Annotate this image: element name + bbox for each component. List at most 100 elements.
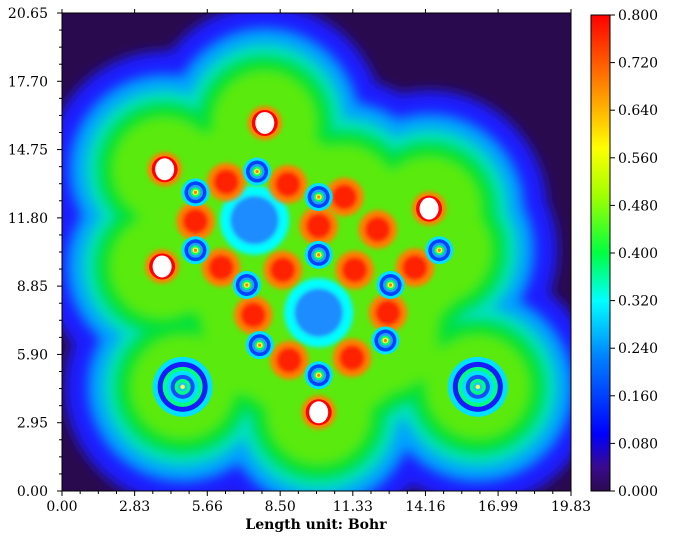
carbon-atom — [243, 157, 272, 186]
colorbar-tick-label: 0.000 — [618, 484, 658, 500]
heavy-atom — [447, 356, 508, 417]
heavy-shell — [475, 384, 481, 390]
x-tick-label: 16.99 — [478, 499, 518, 515]
hydrogen-atom — [301, 395, 336, 430]
bond-attractor — [269, 340, 309, 380]
bond-core — [275, 171, 301, 198]
bond-attractor — [263, 250, 302, 290]
bond-core — [276, 347, 302, 374]
bond-attractor — [335, 250, 374, 290]
ring-basin-blue — [294, 288, 344, 338]
x-tick-label: 19.83 — [551, 499, 591, 515]
bond-core — [331, 184, 358, 210]
carbon-shell — [317, 373, 321, 377]
colorbar-tick-label: 0.800 — [618, 8, 658, 24]
hydrogen-atom — [412, 191, 447, 226]
y-tick-label: 14.75 — [8, 143, 48, 159]
bond-core — [375, 299, 401, 326]
x-axis: 0.00 2.83 5.66 8.50 11.33 14.16 16.99 19.83 — [46, 9, 591, 515]
hydrogen-core — [255, 111, 275, 134]
y-tick-label: 2.95 — [17, 416, 48, 432]
y-axis: 0.00 2.95 5.90 8.85 11.80 14.75 17.70 20.65 — [8, 6, 62, 500]
x-axis-label: Length unit: Bohr — [245, 517, 387, 533]
bond-core — [305, 213, 332, 239]
bond-core — [339, 345, 365, 371]
colorbar-tick-label: 0.160 — [618, 389, 658, 405]
bond-attractor — [207, 162, 246, 202]
heatmap-plot-area — [61, 12, 572, 492]
bond-core — [364, 216, 391, 243]
colorbar-tick-label: 0.400 — [618, 246, 658, 262]
x-tick-label: 14.16 — [405, 499, 445, 515]
heavy-atom — [152, 356, 213, 417]
ring-center-basin — [284, 278, 354, 348]
x-tick-label: 8.50 — [265, 499, 296, 515]
bond-attractor — [325, 177, 364, 217]
hydrogen-atom — [147, 152, 182, 187]
y-tick-label: 11.80 — [8, 211, 48, 227]
carbon-atom — [232, 270, 261, 299]
hydrogen-atom — [145, 249, 180, 284]
hydrogen-core — [155, 158, 175, 181]
bond-core — [213, 169, 240, 195]
carbon-atom — [304, 361, 333, 390]
carbon-atom — [304, 240, 333, 269]
y-tick-label: 5.90 — [17, 347, 48, 363]
carbon-atom — [245, 331, 274, 360]
carbon-shell — [258, 343, 262, 347]
carbon-shell — [388, 283, 393, 287]
carbon-atom — [181, 178, 210, 207]
colorbar-tick-label: 0.480 — [618, 198, 658, 214]
carbon-shell — [193, 190, 198, 194]
bond-core — [269, 257, 296, 283]
hydrogen-core — [309, 401, 329, 424]
hydrogen-atom — [247, 105, 282, 140]
bond-attractor — [332, 338, 372, 378]
carbon-atom — [181, 236, 210, 265]
bond-core — [208, 254, 234, 281]
carbon-atom — [376, 270, 405, 299]
colorbar-tick-label: 0.320 — [618, 294, 658, 310]
bond-attractor — [233, 295, 273, 335]
bond-core — [402, 254, 428, 281]
bond-attractor — [395, 248, 435, 287]
carbon-shell — [317, 195, 321, 199]
x-tick-label: 0.00 — [46, 499, 77, 515]
colorbar: 0.000 0.080 0.160 0.240 0.320 0.400 0.480 0.560… — [590, 8, 658, 500]
carbon-shell — [245, 283, 249, 287]
bond-core — [341, 257, 368, 283]
colorbar-scale — [590, 14, 611, 492]
y-tick-label: 17.70 — [8, 74, 48, 90]
x-tick-label: 2.83 — [119, 499, 150, 515]
ring-basin-blue — [230, 195, 279, 245]
colorbar-tick-label: 0.080 — [618, 436, 658, 452]
y-tick-label: 0.00 — [17, 484, 48, 500]
carbon-shell — [383, 338, 388, 343]
y-tick-label: 8.85 — [17, 279, 48, 295]
heatmap-field — [62, 13, 571, 491]
hydrogen-core — [152, 255, 172, 278]
colorbar-tick-label: 0.720 — [618, 56, 658, 72]
ring-center-basin — [219, 185, 290, 255]
bond-core — [182, 208, 209, 235]
carbon-atom — [304, 183, 333, 212]
carbon-shell — [255, 169, 259, 174]
carbon-atom — [371, 326, 400, 355]
y-tick-label: 20.65 — [8, 6, 48, 22]
hydrogen-core — [419, 197, 439, 220]
bond-attractor — [268, 165, 308, 204]
bond-attractor — [358, 210, 397, 249]
carbon-atom — [425, 236, 454, 265]
bond-attractor — [176, 202, 215, 241]
heavy-shell — [180, 384, 185, 390]
colorbar-tick-label: 0.560 — [618, 151, 658, 167]
bond-core — [240, 302, 267, 328]
carbon-shell — [317, 253, 321, 257]
x-tick-label: 5.66 — [192, 499, 223, 515]
bond-attractor — [299, 206, 338, 246]
carbon-shell — [193, 248, 198, 252]
colorbar-tick-label: 0.640 — [618, 103, 658, 119]
x-tick-label: 11.33 — [333, 499, 373, 515]
